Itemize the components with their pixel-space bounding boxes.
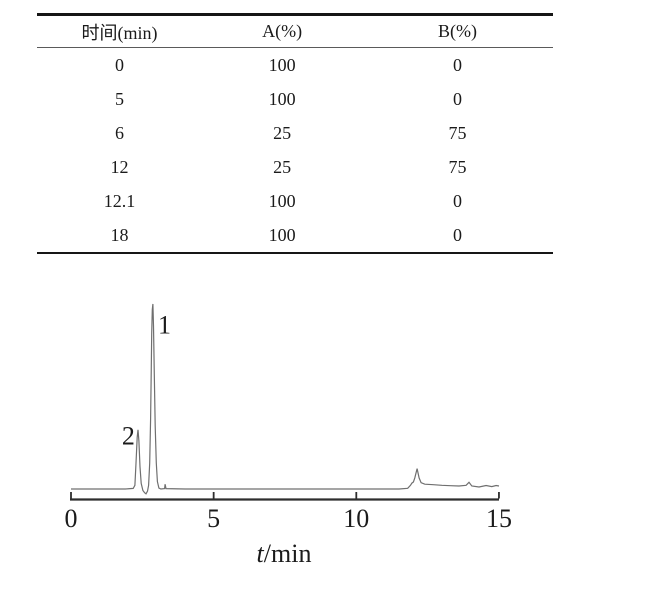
table-row: 18 100 0 <box>37 218 553 252</box>
x-tick-label: 5 <box>207 504 220 533</box>
table-cell: 0 <box>453 190 463 211</box>
table-row: 12 25 75 <box>37 150 553 184</box>
table-cell: 25 <box>273 122 292 143</box>
table-cell: 100 <box>268 54 296 75</box>
x-axis-label: t/min <box>257 539 312 568</box>
table-row: 12.1 100 0 <box>37 184 553 218</box>
chromatogram-trace <box>71 303 500 495</box>
table-cell: 12 <box>110 156 129 177</box>
table-cell: 75 <box>448 156 467 177</box>
table-cell: 100 <box>268 224 296 245</box>
x-tick-label: 10 <box>343 504 369 533</box>
table-cell: 12.1 <box>103 190 136 211</box>
table-cell: 100 <box>268 88 296 109</box>
col-header-time: 时间(min) <box>37 16 203 48</box>
gradient-elution-table: 时间(min) A(%) B(%) 0 100 0 5 100 0 6 25 75 12 25 75 1… <box>37 13 553 254</box>
table-cell: 6 <box>115 122 125 143</box>
x-tick-label: 0 <box>65 504 78 533</box>
table-row: 5 100 0 <box>37 82 553 116</box>
gradient-table: 时间(min) A(%) B(%) 0 100 0 5 100 0 6 25 75 12 25 75 1… <box>37 16 553 252</box>
col-header-solvent-a: A(%) <box>202 16 363 48</box>
x-tick-label: 15 <box>486 504 512 533</box>
chromatogram-chart: 0 5 10 15 t/min 1 2 <box>65 303 512 568</box>
table-header-row: 时间(min) A(%) B(%) <box>37 16 553 48</box>
table-cell: 100 <box>268 190 296 211</box>
table-cell: 18 <box>110 224 129 245</box>
peak-label-1: 1 <box>158 311 171 340</box>
table-body: 0 100 0 5 100 0 6 25 75 12 25 75 12.1 100 0 18 100 0 <box>37 48 553 253</box>
table-cell: 75 <box>448 122 467 143</box>
table-cell: 0 <box>453 88 463 109</box>
table-cell: 0 <box>453 54 463 75</box>
table-row: 0 100 0 <box>37 48 553 83</box>
peak-label-2: 2 <box>122 422 135 451</box>
table-cell: 0 <box>115 54 125 75</box>
table-cell: 0 <box>453 224 463 245</box>
table-cell: 25 <box>273 156 292 177</box>
table-row: 6 25 75 <box>37 116 553 150</box>
col-header-solvent-b: B(%) <box>362 16 553 48</box>
table-cell: 5 <box>115 88 125 109</box>
